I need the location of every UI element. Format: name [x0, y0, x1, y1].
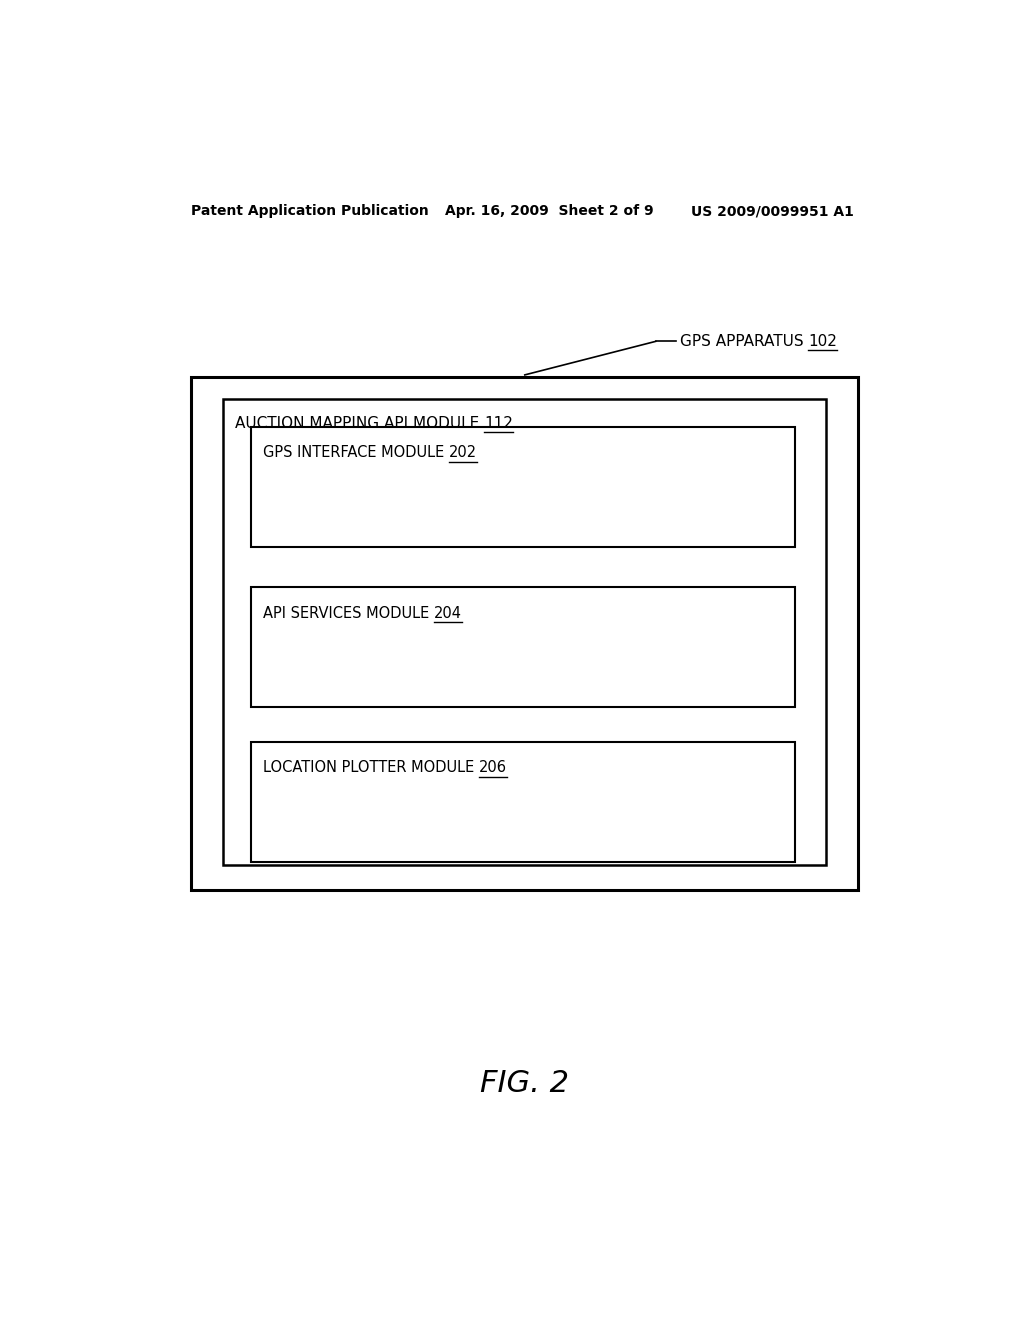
Bar — [191, 378, 858, 890]
Text: 102: 102 — [808, 334, 837, 348]
Bar — [223, 399, 826, 865]
Text: API SERVICES MODULE: API SERVICES MODULE — [263, 606, 434, 620]
Text: 202: 202 — [449, 445, 477, 461]
Text: LOCATION PLOTTER MODULE: LOCATION PLOTTER MODULE — [263, 760, 479, 775]
Text: US 2009/0099951 A1: US 2009/0099951 A1 — [691, 205, 854, 218]
Bar — [251, 742, 795, 862]
Text: AUCTION MAPPING API MODULE: AUCTION MAPPING API MODULE — [236, 416, 484, 430]
Text: GPS INTERFACE MODULE: GPS INTERFACE MODULE — [263, 445, 449, 461]
Text: Apr. 16, 2009  Sheet 2 of 9: Apr. 16, 2009 Sheet 2 of 9 — [445, 205, 654, 218]
Text: FIG. 2: FIG. 2 — [480, 1069, 569, 1098]
Text: GPS APPARATUS: GPS APPARATUS — [680, 334, 808, 348]
Bar — [251, 426, 795, 546]
Text: Patent Application Publication: Patent Application Publication — [191, 205, 429, 218]
Text: 204: 204 — [434, 606, 462, 620]
Bar — [251, 587, 795, 708]
Text: 112: 112 — [484, 416, 513, 430]
Text: 206: 206 — [479, 760, 507, 775]
